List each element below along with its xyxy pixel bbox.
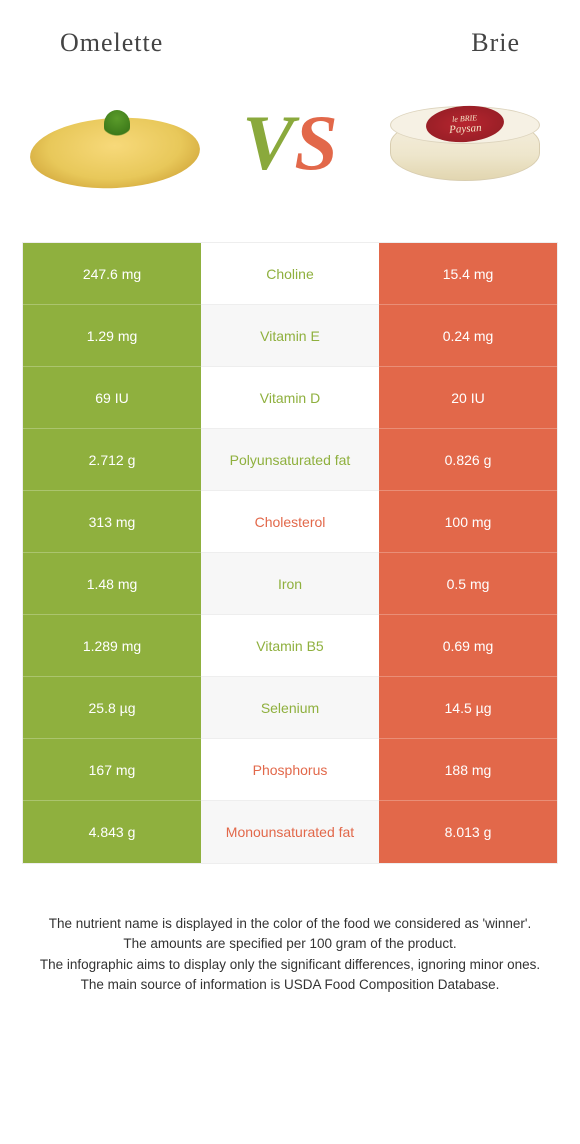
right-value: 0.69 mg xyxy=(379,615,557,677)
vs-v-letter: V xyxy=(242,104,294,182)
table-row: 1.289 mgVitamin B50.69 mg xyxy=(23,615,557,677)
left-value: 1.48 mg xyxy=(23,553,201,615)
footer-line: The infographic aims to display only the… xyxy=(30,955,550,975)
footer-line: The nutrient name is displayed in the co… xyxy=(30,914,550,934)
nutrient-name: Polyunsaturated fat xyxy=(201,429,379,491)
brie-image: le BRIE Paysan xyxy=(380,88,550,198)
right-value: 188 mg xyxy=(379,739,557,801)
footer-line: The main source of information is USDA F… xyxy=(30,975,550,995)
table-row: 313 mgCholesterol100 mg xyxy=(23,491,557,553)
food-left-title: Omelette xyxy=(60,28,163,58)
nutrient-name: Choline xyxy=(201,243,379,305)
vs-s-letter: S xyxy=(294,104,337,182)
table-row: 25.8 µgSelenium14.5 µg xyxy=(23,677,557,739)
left-value: 313 mg xyxy=(23,491,201,553)
omelette-image xyxy=(30,88,200,198)
left-value: 1.29 mg xyxy=(23,305,201,367)
left-value: 167 mg xyxy=(23,739,201,801)
footer-notes: The nutrient name is displayed in the co… xyxy=(30,914,550,995)
right-value: 0.24 mg xyxy=(379,305,557,367)
table-row: 247.6 mgCholine15.4 mg xyxy=(23,243,557,305)
nutrient-name: Monounsaturated fat xyxy=(201,801,379,863)
left-value: 1.289 mg xyxy=(23,615,201,677)
right-value: 0.5 mg xyxy=(379,553,557,615)
right-value: 15.4 mg xyxy=(379,243,557,305)
nutrient-name: Vitamin B5 xyxy=(201,615,379,677)
table-row: 167 mgPhosphorus188 mg xyxy=(23,739,557,801)
left-value: 25.8 µg xyxy=(23,677,201,739)
nutrient-table: 247.6 mgCholine15.4 mg1.29 mgVitamin E0.… xyxy=(22,242,558,864)
nutrient-name: Selenium xyxy=(201,677,379,739)
food-right-title: Brie xyxy=(471,28,520,58)
table-row: 1.48 mgIron0.5 mg xyxy=(23,553,557,615)
right-value: 100 mg xyxy=(379,491,557,553)
nutrient-name: Phosphorus xyxy=(201,739,379,801)
vs-label: VS xyxy=(242,104,337,182)
table-row: 69 IUVitamin D20 IU xyxy=(23,367,557,429)
nutrient-name: Vitamin D xyxy=(201,367,379,429)
left-value: 4.843 g xyxy=(23,801,201,863)
hero-row: VS le BRIE Paysan xyxy=(0,68,580,228)
table-row: 2.712 gPolyunsaturated fat0.826 g xyxy=(23,429,557,491)
table-row: 4.843 gMonounsaturated fat8.013 g xyxy=(23,801,557,863)
left-value: 2.712 g xyxy=(23,429,201,491)
left-value: 69 IU xyxy=(23,367,201,429)
right-value: 20 IU xyxy=(379,367,557,429)
right-value: 0.826 g xyxy=(379,429,557,491)
nutrient-name: Vitamin E xyxy=(201,305,379,367)
nutrient-name: Iron xyxy=(201,553,379,615)
nutrient-name: Cholesterol xyxy=(201,491,379,553)
table-row: 1.29 mgVitamin E0.24 mg xyxy=(23,305,557,367)
footer-line: The amounts are specified per 100 gram o… xyxy=(30,934,550,954)
left-value: 247.6 mg xyxy=(23,243,201,305)
right-value: 14.5 µg xyxy=(379,677,557,739)
header: Omelette Brie xyxy=(0,0,580,68)
right-value: 8.013 g xyxy=(379,801,557,863)
